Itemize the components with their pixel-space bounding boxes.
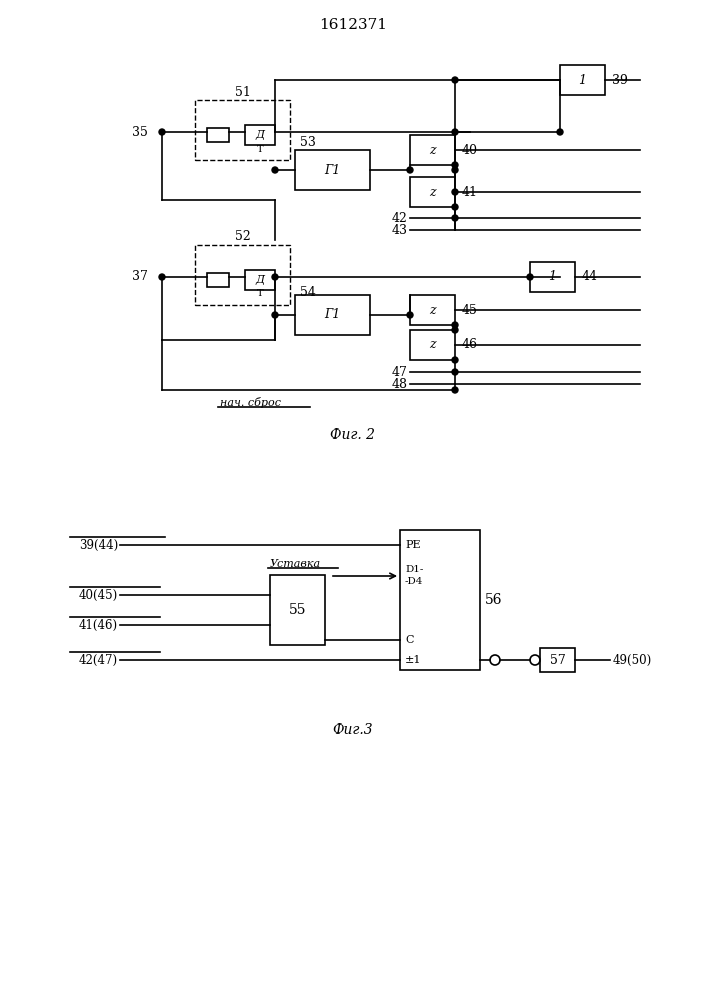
Text: z: z — [428, 186, 436, 198]
Circle shape — [452, 77, 458, 83]
Text: 44: 44 — [582, 270, 598, 284]
Text: 55: 55 — [288, 603, 306, 617]
Text: 52: 52 — [235, 231, 250, 243]
Text: 53: 53 — [300, 135, 316, 148]
Text: Фиг. 2: Фиг. 2 — [330, 428, 375, 442]
Circle shape — [159, 129, 165, 135]
FancyBboxPatch shape — [410, 177, 455, 207]
Circle shape — [452, 215, 458, 221]
Text: z: z — [428, 338, 436, 352]
Text: 41: 41 — [462, 186, 478, 198]
Text: нач. сброс: нач. сброс — [220, 397, 281, 408]
FancyBboxPatch shape — [245, 125, 275, 145]
FancyBboxPatch shape — [295, 295, 370, 335]
Text: D1-: D1- — [405, 566, 423, 574]
Circle shape — [272, 167, 278, 173]
Text: 48: 48 — [392, 377, 408, 390]
Text: 41(46): 41(46) — [79, 618, 118, 632]
FancyBboxPatch shape — [270, 575, 325, 645]
Text: T: T — [257, 144, 263, 153]
Text: 37: 37 — [132, 270, 148, 284]
Circle shape — [272, 312, 278, 318]
Text: -D4: -D4 — [405, 578, 423, 586]
Circle shape — [452, 189, 458, 195]
Text: 43: 43 — [392, 224, 408, 236]
Text: 42: 42 — [392, 212, 408, 225]
Text: 39: 39 — [612, 74, 628, 87]
Circle shape — [407, 312, 413, 318]
FancyBboxPatch shape — [410, 295, 455, 325]
FancyBboxPatch shape — [400, 530, 480, 670]
Circle shape — [452, 322, 458, 328]
Text: Уставка: Уставка — [270, 559, 321, 569]
Text: 35: 35 — [132, 125, 148, 138]
Text: 1: 1 — [548, 270, 556, 284]
Text: 51: 51 — [235, 86, 250, 99]
Text: 54: 54 — [300, 286, 316, 300]
FancyBboxPatch shape — [410, 135, 455, 165]
Text: C: C — [405, 635, 414, 645]
Circle shape — [452, 204, 458, 210]
FancyBboxPatch shape — [195, 245, 290, 305]
Circle shape — [527, 274, 533, 280]
FancyBboxPatch shape — [195, 100, 290, 160]
Circle shape — [452, 369, 458, 375]
Text: 1612371: 1612371 — [319, 18, 387, 32]
Text: 1: 1 — [578, 74, 586, 87]
Text: Г1: Г1 — [325, 308, 341, 322]
FancyBboxPatch shape — [560, 65, 605, 95]
Text: PE: PE — [405, 540, 421, 550]
Text: Д: Д — [255, 275, 264, 285]
Circle shape — [452, 167, 458, 173]
Text: z: z — [428, 304, 436, 316]
Circle shape — [272, 274, 278, 280]
Circle shape — [452, 387, 458, 393]
Circle shape — [159, 274, 165, 280]
FancyBboxPatch shape — [530, 262, 575, 292]
Text: 45: 45 — [462, 304, 478, 316]
FancyBboxPatch shape — [410, 330, 455, 360]
Text: ±1: ±1 — [405, 655, 421, 665]
Circle shape — [452, 162, 458, 168]
FancyBboxPatch shape — [295, 150, 370, 190]
Text: 56: 56 — [485, 593, 503, 607]
Text: 47: 47 — [392, 365, 408, 378]
FancyBboxPatch shape — [207, 128, 229, 142]
Circle shape — [452, 129, 458, 135]
Circle shape — [452, 327, 458, 333]
FancyBboxPatch shape — [207, 273, 229, 287]
Text: 39(44): 39(44) — [78, 538, 118, 552]
FancyBboxPatch shape — [245, 270, 275, 290]
Circle shape — [452, 357, 458, 363]
Text: 42(47): 42(47) — [79, 654, 118, 666]
FancyBboxPatch shape — [540, 648, 575, 672]
Text: 46: 46 — [462, 338, 478, 352]
Text: T: T — [257, 290, 263, 298]
Text: 57: 57 — [549, 654, 566, 666]
Circle shape — [557, 129, 563, 135]
Text: Д: Д — [255, 130, 264, 140]
Circle shape — [407, 167, 413, 173]
Text: z: z — [428, 143, 436, 156]
Text: 40: 40 — [462, 143, 478, 156]
Text: Фиг.3: Фиг.3 — [333, 723, 373, 737]
Text: Г1: Г1 — [325, 163, 341, 176]
Text: 49(50): 49(50) — [613, 654, 653, 666]
Text: 40(45): 40(45) — [78, 588, 118, 601]
